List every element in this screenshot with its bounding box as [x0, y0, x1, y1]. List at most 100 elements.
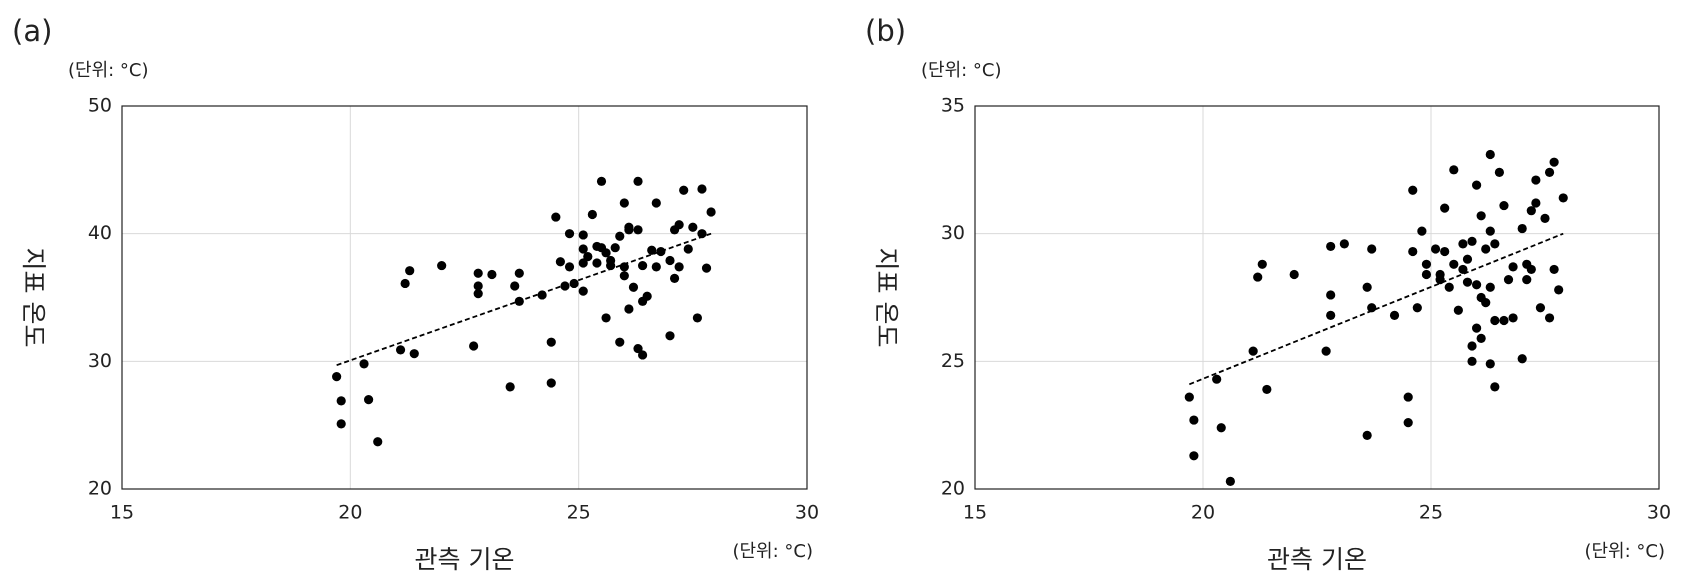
point: [1216, 423, 1226, 433]
point: [1458, 239, 1468, 249]
point: [1321, 346, 1331, 356]
point: [1389, 310, 1400, 320]
point: [692, 313, 703, 323]
point: [1262, 384, 1272, 395]
point: [633, 225, 643, 235]
point: [628, 282, 639, 292]
point: [437, 260, 447, 271]
point: [505, 382, 515, 392]
y-tick-label: 50: [88, 95, 112, 117]
point: [1225, 476, 1235, 486]
point: [395, 345, 406, 355]
point: [473, 289, 483, 299]
point: [514, 296, 524, 306]
point: [638, 260, 648, 271]
point: [1362, 282, 1372, 292]
point: [619, 198, 629, 208]
point: [1472, 180, 1482, 190]
point: [1408, 246, 1418, 257]
x-tick-label: 15: [110, 502, 134, 524]
point: [1412, 303, 1422, 313]
point: [555, 257, 566, 267]
x-unit: (단위: °C): [1584, 541, 1665, 562]
point: [510, 281, 520, 291]
point: [688, 222, 698, 232]
point: [647, 245, 657, 255]
point: [1326, 310, 1336, 320]
point: [1476, 211, 1486, 221]
point: [601, 313, 611, 323]
point: [606, 260, 616, 271]
point: [546, 378, 556, 388]
point: [1458, 264, 1468, 275]
point: [473, 281, 483, 291]
point: [633, 343, 643, 354]
point: [638, 350, 648, 360]
y-tick-label: 35: [941, 95, 965, 117]
y-axis-title: 지표 온도: [872, 248, 901, 348]
point: [1467, 356, 1477, 366]
point: [1490, 382, 1500, 392]
point: [701, 263, 712, 273]
y-unit: (단위: °C): [68, 60, 149, 81]
trend-line: [1188, 232, 1564, 386]
point: [642, 291, 652, 301]
x-tick-label: 25: [567, 502, 591, 524]
point: [473, 268, 483, 278]
point: [1421, 259, 1432, 269]
point: [1499, 315, 1509, 326]
point: [514, 268, 524, 278]
point: [1462, 277, 1473, 287]
point: [469, 341, 479, 351]
point: [1440, 203, 1450, 213]
panel-label: (b): [865, 14, 906, 48]
point: [1184, 392, 1194, 402]
point: [1212, 374, 1222, 384]
y-tick-label: 25: [941, 350, 965, 372]
point: [1494, 167, 1504, 177]
point: [560, 281, 570, 291]
point: [1526, 206, 1536, 216]
point: [1517, 223, 1527, 234]
y-tick-label: 20: [88, 478, 112, 500]
plot-frame: [121, 105, 808, 490]
plot-frame: [974, 105, 1660, 490]
point: [537, 290, 547, 300]
point: [1189, 451, 1199, 461]
point: [1421, 269, 1432, 280]
panel-label: (a): [12, 14, 52, 48]
x-tick-label: 25: [1419, 502, 1443, 524]
point: [669, 273, 680, 283]
point: [1453, 305, 1463, 315]
point: [400, 278, 410, 289]
point: [615, 337, 625, 347]
point: [578, 258, 588, 268]
point: [578, 230, 588, 240]
point: [1467, 341, 1477, 351]
point: [665, 255, 675, 266]
y-unit: (단위: °C): [921, 60, 1002, 81]
point: [1540, 213, 1550, 223]
y-axis-title: 지표 온도: [19, 248, 48, 348]
point: [592, 258, 602, 268]
point: [564, 229, 575, 239]
point: [1257, 259, 1267, 269]
point: [578, 244, 588, 254]
point: [569, 278, 579, 289]
y-tick-label: 30: [941, 222, 965, 244]
point: [1444, 282, 1454, 292]
point: [683, 244, 693, 254]
point: [336, 419, 346, 429]
point: [1544, 167, 1555, 177]
point: [1535, 303, 1546, 313]
point: [1430, 244, 1441, 254]
x-tick-label: 20: [338, 502, 362, 524]
point: [619, 262, 629, 272]
point: [373, 437, 383, 447]
point: [1403, 392, 1413, 402]
point: [601, 248, 611, 258]
point: [578, 286, 588, 296]
